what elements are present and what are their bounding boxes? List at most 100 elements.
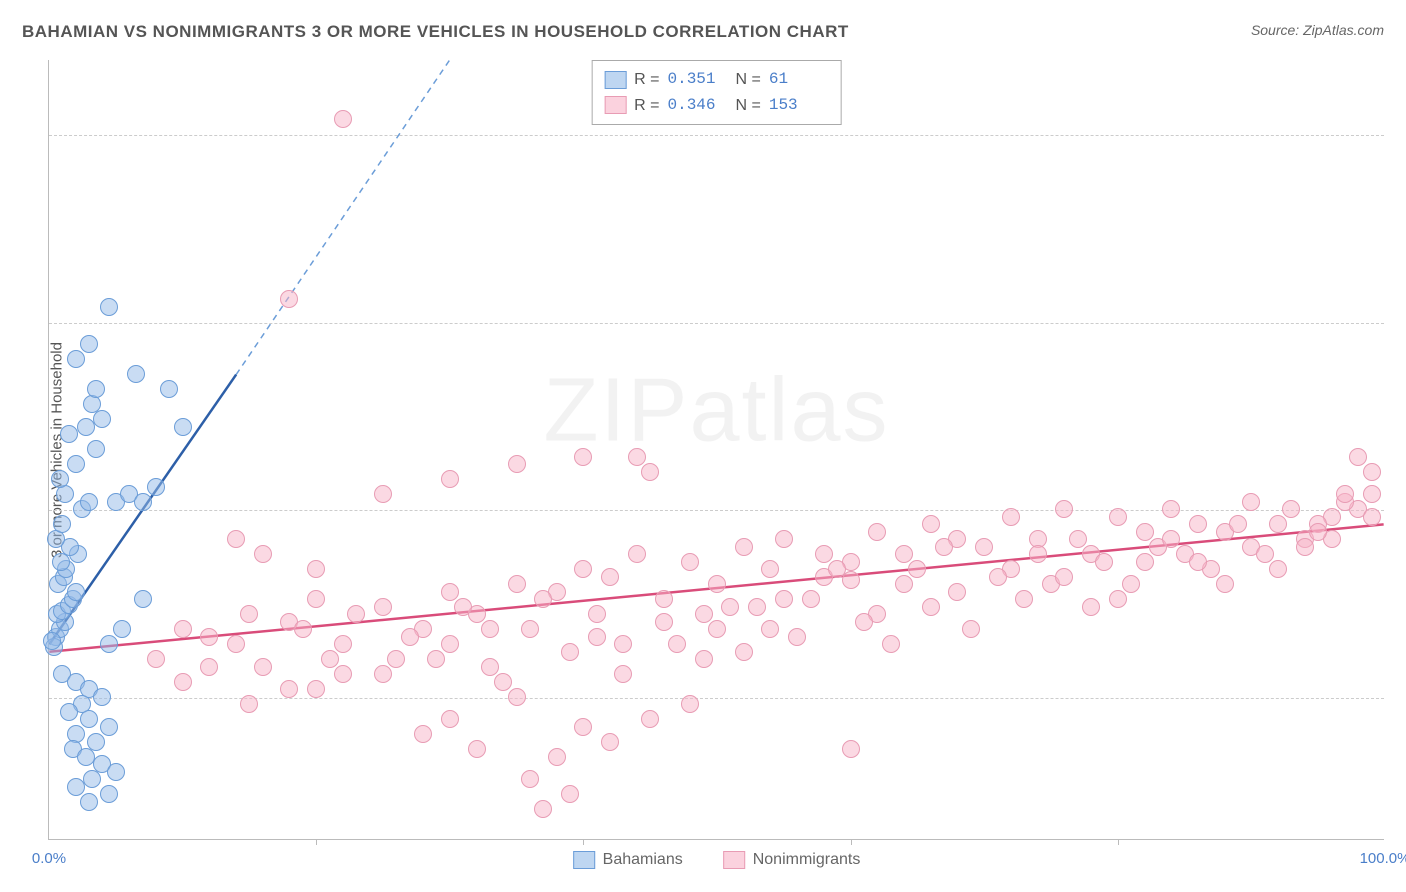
scatter-point bbox=[1216, 575, 1234, 593]
scatter-point bbox=[1002, 508, 1020, 526]
scatter-point bbox=[748, 598, 766, 616]
scatter-point bbox=[601, 568, 619, 586]
scatter-point bbox=[1136, 553, 1154, 571]
scatter-point bbox=[1256, 545, 1274, 563]
scatter-point bbox=[334, 110, 352, 128]
scatter-point bbox=[374, 485, 392, 503]
scatter-point bbox=[174, 418, 192, 436]
scatter-point bbox=[895, 545, 913, 563]
scatter-point bbox=[1122, 575, 1140, 593]
scatter-point bbox=[307, 560, 325, 578]
scatter-point bbox=[1229, 515, 1247, 533]
scatter-point bbox=[534, 590, 552, 608]
scatter-point bbox=[775, 590, 793, 608]
scatter-point bbox=[80, 710, 98, 728]
scatter-point bbox=[1109, 590, 1127, 608]
scatter-point bbox=[508, 455, 526, 473]
scatter-point bbox=[427, 650, 445, 668]
scatter-point bbox=[1296, 538, 1314, 556]
scatter-point bbox=[53, 515, 71, 533]
chart-container: BAHAMIAN VS NONIMMIGRANTS 3 OR MORE VEHI… bbox=[0, 0, 1406, 892]
stats-r-value: 0.351 bbox=[668, 67, 728, 93]
x-tick-label: 100.0% bbox=[1360, 850, 1406, 867]
scatter-point bbox=[1269, 515, 1287, 533]
scatter-point bbox=[655, 613, 673, 631]
stats-box: R = 0.351 N = 61 R = 0.346 N = 153 bbox=[591, 60, 842, 125]
scatter-point bbox=[100, 785, 118, 803]
scatter-point bbox=[254, 545, 272, 563]
scatter-point bbox=[107, 763, 125, 781]
legend-item: Bahamians bbox=[573, 851, 683, 869]
scatter-point bbox=[174, 673, 192, 691]
x-tick-label: 0.0% bbox=[32, 850, 66, 867]
scatter-point bbox=[401, 628, 419, 646]
scatter-point bbox=[761, 560, 779, 578]
scatter-point bbox=[134, 493, 152, 511]
scatter-point bbox=[134, 590, 152, 608]
scatter-point bbox=[93, 410, 111, 428]
scatter-point bbox=[1015, 590, 1033, 608]
scatter-point bbox=[802, 590, 820, 608]
stats-row: R = 0.346 N = 153 bbox=[604, 93, 829, 119]
scatter-point bbox=[307, 680, 325, 698]
scatter-point bbox=[67, 455, 85, 473]
scatter-point bbox=[113, 620, 131, 638]
scatter-point bbox=[80, 335, 98, 353]
scatter-point bbox=[334, 635, 352, 653]
scatter-point bbox=[708, 620, 726, 638]
scatter-point bbox=[100, 635, 118, 653]
scatter-point bbox=[1029, 545, 1047, 563]
legend-swatch bbox=[723, 851, 745, 869]
legend-swatch bbox=[573, 851, 595, 869]
scatter-point bbox=[561, 643, 579, 661]
scatter-point bbox=[1363, 485, 1381, 503]
scatter-point bbox=[1095, 553, 1113, 571]
scatter-point bbox=[1162, 500, 1180, 518]
scatter-point bbox=[100, 298, 118, 316]
scatter-point bbox=[922, 515, 940, 533]
scatter-point bbox=[708, 575, 726, 593]
scatter-point bbox=[975, 538, 993, 556]
scatter-point bbox=[588, 605, 606, 623]
scatter-point bbox=[1282, 500, 1300, 518]
scatter-point bbox=[788, 628, 806, 646]
scatter-point bbox=[100, 718, 118, 736]
scatter-point bbox=[280, 290, 298, 308]
scatter-point bbox=[67, 583, 85, 601]
scatter-point bbox=[735, 643, 753, 661]
stats-r-label: R = bbox=[634, 67, 659, 93]
scatter-point bbox=[374, 665, 392, 683]
y-tick-label: 50.0% bbox=[1394, 127, 1406, 144]
scatter-point bbox=[628, 545, 646, 563]
scatter-point bbox=[147, 650, 165, 668]
scatter-point bbox=[174, 620, 192, 638]
scatter-point bbox=[1189, 515, 1207, 533]
scatter-point bbox=[601, 733, 619, 751]
scatter-point bbox=[1349, 448, 1367, 466]
scatter-point bbox=[735, 538, 753, 556]
chart-title: BAHAMIAN VS NONIMMIGRANTS 3 OR MORE VEHI… bbox=[22, 22, 849, 42]
scatter-point bbox=[668, 635, 686, 653]
scatter-point bbox=[815, 545, 833, 563]
scatter-point bbox=[67, 778, 85, 796]
scatter-point bbox=[508, 688, 526, 706]
scatter-point bbox=[43, 632, 61, 650]
scatter-point bbox=[1069, 530, 1087, 548]
scatter-point bbox=[200, 628, 218, 646]
scatter-point bbox=[280, 680, 298, 698]
scatter-point bbox=[574, 448, 592, 466]
scatter-point bbox=[80, 493, 98, 511]
x-tick-mark bbox=[583, 839, 584, 845]
y-tick-label: 12.5% bbox=[1394, 689, 1406, 706]
scatter-point bbox=[307, 590, 325, 608]
scatter-point bbox=[321, 650, 339, 668]
scatter-point bbox=[441, 583, 459, 601]
scatter-point bbox=[855, 613, 873, 631]
scatter-point bbox=[1309, 523, 1327, 541]
scatter-point bbox=[681, 695, 699, 713]
scatter-point bbox=[51, 470, 69, 488]
scatter-point bbox=[294, 620, 312, 638]
scatter-point bbox=[895, 575, 913, 593]
scatter-point bbox=[1336, 485, 1354, 503]
stats-n-label: N = bbox=[736, 67, 761, 93]
